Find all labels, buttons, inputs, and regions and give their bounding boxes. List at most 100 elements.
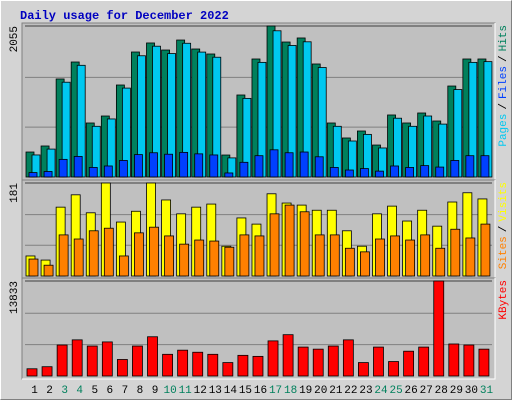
bar bbox=[162, 353, 173, 377]
bar bbox=[118, 255, 129, 277]
bar bbox=[224, 246, 235, 277]
bar bbox=[375, 170, 384, 178]
bar bbox=[420, 234, 431, 277]
bar bbox=[88, 230, 99, 277]
x-tick-label: 2 bbox=[46, 385, 53, 397]
x-tick-label: 17 bbox=[269, 385, 282, 397]
x-tick-label: 15 bbox=[239, 385, 252, 397]
bar bbox=[463, 344, 475, 377]
bar bbox=[314, 156, 324, 178]
bar bbox=[194, 153, 204, 178]
x-tick-label: 16 bbox=[254, 385, 267, 397]
bar bbox=[239, 234, 250, 277]
bar bbox=[73, 238, 84, 277]
bar bbox=[237, 354, 249, 377]
bar bbox=[116, 359, 128, 377]
bar bbox=[478, 348, 490, 377]
x-tick-label: 22 bbox=[344, 385, 357, 397]
bar bbox=[86, 345, 98, 377]
bar bbox=[209, 154, 219, 178]
bar bbox=[312, 348, 324, 377]
x-tick-label: 23 bbox=[359, 385, 372, 397]
x-tick-label: 6 bbox=[107, 385, 114, 397]
bar bbox=[73, 156, 83, 178]
bar bbox=[28, 258, 39, 277]
bar bbox=[118, 160, 128, 178]
x-tick-label: 10 bbox=[164, 385, 177, 397]
bar bbox=[192, 351, 204, 377]
bar bbox=[418, 346, 430, 377]
bar bbox=[194, 239, 205, 277]
bar bbox=[207, 353, 219, 377]
x-tick-label: 7 bbox=[122, 385, 129, 397]
bar bbox=[360, 168, 369, 178]
x-tick-label: 4 bbox=[76, 385, 83, 397]
bar bbox=[254, 235, 265, 277]
bar bbox=[254, 155, 264, 178]
bar bbox=[252, 355, 264, 377]
bar bbox=[299, 151, 309, 178]
bar bbox=[344, 247, 355, 277]
bar bbox=[420, 165, 430, 178]
bar bbox=[284, 152, 294, 178]
bar bbox=[284, 204, 295, 277]
x-tick-label: 12 bbox=[194, 385, 207, 397]
x-tick-label: 26 bbox=[405, 385, 418, 397]
bar bbox=[179, 151, 189, 178]
x-tick-label: 28 bbox=[435, 385, 448, 397]
bar bbox=[269, 149, 279, 178]
bar bbox=[267, 340, 279, 377]
bar bbox=[71, 339, 83, 377]
bar bbox=[329, 167, 339, 178]
bar bbox=[149, 226, 159, 277]
legend: Pages / Files / Hits bbox=[498, 25, 510, 147]
bar bbox=[56, 344, 68, 377]
bar bbox=[149, 152, 158, 178]
bar bbox=[465, 237, 476, 277]
x-tick-label: 18 bbox=[284, 385, 297, 397]
x-tick-label: 31 bbox=[480, 385, 494, 397]
bar bbox=[435, 166, 445, 178]
bar bbox=[450, 228, 461, 277]
x-tick-label: 11 bbox=[179, 385, 193, 397]
legend: Sites / Visits bbox=[498, 182, 510, 269]
x-tick-label: 9 bbox=[152, 385, 159, 397]
bar bbox=[179, 243, 190, 277]
x-tick-label: 30 bbox=[465, 385, 478, 397]
legend-entry: Visits bbox=[498, 182, 510, 222]
legend-entry: Hits bbox=[498, 25, 510, 51]
bar bbox=[390, 165, 399, 178]
bar bbox=[405, 239, 416, 277]
bar bbox=[28, 172, 38, 178]
legend-entry: KBytes bbox=[498, 280, 510, 320]
y-tick-label: 181 bbox=[9, 183, 21, 203]
bar bbox=[26, 368, 38, 377]
bar bbox=[465, 155, 475, 178]
legend-entry: Sites bbox=[498, 236, 510, 269]
bar bbox=[375, 238, 385, 277]
bar bbox=[360, 251, 370, 277]
bar bbox=[103, 165, 113, 178]
bar bbox=[448, 343, 460, 377]
bar bbox=[164, 235, 174, 277]
plot-bevel bbox=[22, 278, 496, 380]
bar bbox=[450, 160, 460, 178]
bar bbox=[134, 154, 143, 178]
bar bbox=[43, 171, 53, 178]
y-tick-label: 2055 bbox=[9, 26, 21, 52]
bar bbox=[88, 167, 98, 178]
x-tick-label: 24 bbox=[374, 385, 388, 397]
bar bbox=[329, 234, 340, 277]
x-tick-label: 13 bbox=[209, 385, 222, 397]
bar bbox=[224, 172, 234, 178]
bar bbox=[373, 346, 384, 377]
bar bbox=[405, 167, 415, 178]
bar bbox=[403, 350, 415, 377]
bar bbox=[164, 153, 173, 178]
bar bbox=[344, 169, 354, 178]
bar bbox=[58, 158, 68, 178]
legend: KBytes bbox=[498, 280, 510, 320]
bar bbox=[297, 346, 309, 377]
